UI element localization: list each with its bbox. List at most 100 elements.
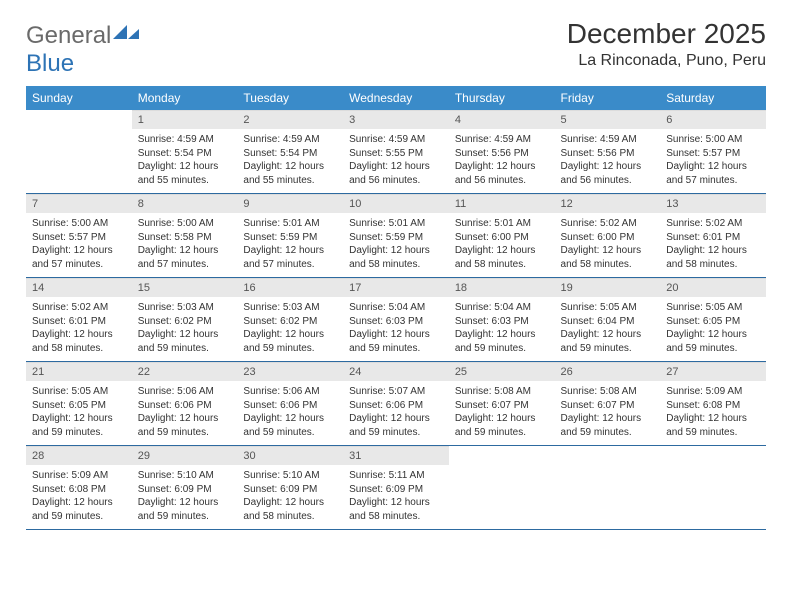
daylight-line: Daylight: 12 hours and 59 minutes. [455, 413, 536, 438]
day-content: Sunrise: 5:01 AM Sunset: 6:00 PM Daylight:… [449, 213, 555, 277]
day-number: 2 [237, 110, 343, 129]
sunset-line: Sunset: 6:08 PM [32, 484, 106, 495]
calendar-day-cell: 8Sunrise: 5:00 AMSunset: 5:58 PMDaylight… [132, 194, 238, 278]
sunset-line: Sunset: 6:09 PM [243, 484, 317, 495]
calendar-day-cell: 23Sunrise: 5:06 AMSunset: 6:06 PMDayligh… [237, 362, 343, 446]
calendar-day-cell: 17Sunrise: 5:04 AMSunset: 6:03 PMDayligh… [343, 278, 449, 362]
day-number: 14 [26, 278, 132, 297]
sunset-line: Sunset: 6:02 PM [138, 316, 212, 327]
day-content: Sunrise: 5:06 AMSunset: 6:06 PMDaylight:… [237, 381, 343, 445]
day-content: Sunrise: 5:08 AMSunset: 6:07 PMDaylight:… [555, 381, 661, 445]
calendar-day-cell: 3Sunrise: 4:59 AMSunset: 5:55 PMDaylight… [343, 110, 449, 194]
day-number: 25 [449, 362, 555, 381]
daylight-line: Daylight: 12 hours and 58 minutes. [666, 245, 747, 270]
daylight-line: Daylight: 12 hours and 56 minutes. [349, 161, 430, 186]
day-content: Sunrise: 5:00 AMSunset: 5:58 PMDaylight:… [132, 213, 238, 277]
day-content: Sunrise: 5:11 AMSunset: 6:09 PMDaylight:… [343, 465, 449, 529]
calendar-day-cell: 7Sunrise: 5:00 AMSunset: 5:57 PMDaylight… [26, 194, 132, 278]
calendar-week-row: 7Sunrise: 5:00 AMSunset: 5:57 PMDaylight… [26, 194, 766, 278]
day-content: Sunrise: 5:05 AMSunset: 6:05 PMDaylight:… [26, 381, 132, 445]
sunrise-line: Sunrise: 5:10 AM [138, 470, 214, 481]
daylight-line: Daylight: 12 hours and 57 minutes. [138, 245, 219, 270]
day-number: 13 [660, 194, 766, 213]
daylight-line: Daylight: 12 hours and 59 minutes. [666, 413, 747, 438]
day-content: Sunrise: 5:02 AMSunset: 6:01 PMDaylight:… [660, 213, 766, 277]
day-number: 27 [660, 362, 766, 381]
sunrise-line: Sunrise: 5:01 AM [455, 218, 531, 229]
weekday-header: Thursday [449, 86, 555, 110]
sunrise-line: Sunrise: 5:08 AM [455, 386, 531, 397]
day-content: Sunrise: 5:00 AMSunset: 5:57 PMDaylight:… [660, 129, 766, 193]
calendar-day-cell: 26Sunrise: 5:08 AMSunset: 6:07 PMDayligh… [555, 362, 661, 446]
day-content: Sunrise: 5:04 AMSunset: 6:03 PMDaylight:… [449, 297, 555, 361]
daylight-line: Daylight: 12 hours and 59 minutes. [243, 329, 324, 354]
daylight-line: Daylight: 12 hours and 56 minutes. [455, 161, 536, 186]
sunset-line: Sunset: 6:06 PM [243, 400, 317, 411]
day-number: 4 [449, 110, 555, 129]
logo-text-part1: General [26, 22, 111, 49]
location-text: La Rinconada, Puno, Peru [567, 52, 766, 70]
logo: General Blue [26, 18, 139, 78]
calendar-day-cell: 21Sunrise: 5:05 AMSunset: 6:05 PMDayligh… [26, 362, 132, 446]
sunset-line: Sunset: 6:01 PM [32, 316, 106, 327]
day-content: Sunrise: 5:03 AM Sunset: 6:02 PM Daylight:… [237, 297, 343, 361]
day-number: 21 [26, 362, 132, 381]
sunset-line: Sunset: 6:05 PM [32, 400, 106, 411]
day-content: Sunrise: 5:02 AMSunset: 6:00 PMDaylight:… [555, 213, 661, 277]
sunrise-line: Sunrise: 5:08 AM [561, 386, 637, 397]
logo-flag-icon [113, 25, 139, 43]
sunrise-line: Sunrise: 5:06 AM [243, 386, 319, 397]
sunset-line: Sunset: 6:09 PM [349, 484, 423, 495]
day-content: Sunrise: 5:05 AMSunset: 6:05 PMDaylight:… [660, 297, 766, 361]
sunrise-line: Sunrise: 5:02 AM [666, 218, 742, 229]
daylight-line: Daylight: 12 hours and 58 minutes. [455, 245, 536, 270]
day-number: 30 [237, 446, 343, 465]
day-content: Sunrise: 5:07 AMSunset: 6:06 PMDaylight:… [343, 381, 449, 445]
sunset-line: Sunset: 5:59 PM [243, 232, 317, 243]
sunset-line: Sunset: 6:02 PM [243, 316, 317, 327]
daylight-line: Daylight: 12 hours and 59 minutes. [349, 329, 430, 354]
logo-text: General Blue [26, 22, 139, 78]
sunset-line: Sunset: 6:05 PM [666, 316, 740, 327]
sunrise-line: Sunrise: 5:09 AM [666, 386, 742, 397]
calendar-day-cell: 5Sunrise: 4:59 AMSunset: 5:56 PMDaylight… [555, 110, 661, 194]
day-content: Sunrise: 4:59 AMSunset: 5:54 PMDaylight:… [132, 129, 238, 193]
weekday-header: Wednesday [343, 86, 449, 110]
day-number: 24 [343, 362, 449, 381]
calendar-day-cell: 10Sunrise: 5:01 AMSunset: 5:59 PMDayligh… [343, 194, 449, 278]
sunset-line: Sunset: 5:55 PM [349, 148, 423, 159]
daylight-line: Daylight: 12 hours and 57 minutes. [243, 245, 324, 270]
sunrise-line: Sunrise: 5:03 AM [243, 302, 319, 313]
day-content: Sunrise: 5:04 AMSunset: 6:03 PMDaylight:… [343, 297, 449, 361]
day-content: Sunrise: 5:01 AMSunset: 5:59 PMDaylight:… [343, 213, 449, 277]
daylight-line: Daylight: 12 hours and 58 minutes. [32, 329, 113, 354]
sunrise-line: Sunrise: 4:59 AM [138, 134, 214, 145]
sunrise-line: Sunrise: 5:01 AM [243, 218, 319, 229]
weekday-header: Sunday [26, 86, 132, 110]
sunrise-line: Sunrise: 5:00 AM [138, 218, 214, 229]
calendar-day-cell: 28Sunrise: 5:09 AMSunset: 6:08 PMDayligh… [26, 446, 132, 530]
sunset-line: Sunset: 6:08 PM [666, 400, 740, 411]
day-number: 10 [343, 194, 449, 213]
day-content: Sunrise: 5:10 AMSunset: 6:09 PMDaylight:… [132, 465, 238, 529]
day-number: 19 [555, 278, 661, 297]
day-content: Sunrise: 5:02 AMSunset: 6:01 PMDaylight:… [26, 297, 132, 361]
sunset-line: Sunset: 6:04 PM [561, 316, 635, 327]
calendar-day-cell: 29Sunrise: 5:10 AMSunset: 6:09 PMDayligh… [132, 446, 238, 530]
day-content: Sunrise: 5:08 AMSunset: 6:07 PMDaylight:… [449, 381, 555, 445]
sunrise-line: Sunrise: 5:11 AM [349, 470, 424, 481]
day-content: Sunrise: 4:59 AMSunset: 5:54 PMDaylight:… [237, 129, 343, 193]
daylight-line: Daylight: 12 hours and 55 minutes. [138, 161, 219, 186]
sunset-line: Sunset: 6:00 PM [455, 232, 529, 243]
day-number: 23 [237, 362, 343, 381]
day-number: 29 [132, 446, 238, 465]
day-number: 3 [343, 110, 449, 129]
day-content: Sunrise: 4:59 AMSunset: 5:55 PMDaylight:… [343, 129, 449, 193]
calendar-day-cell: 12Sunrise: 5:02 AMSunset: 6:00 PMDayligh… [555, 194, 661, 278]
daylight-line: Daylight: 12 hours and 59 minutes. [138, 497, 219, 522]
daylight-line: Daylight: 12 hours and 58 minutes. [243, 497, 324, 522]
calendar-week-row: 1Sunrise: 4:59 AMSunset: 5:54 PMDaylight… [26, 110, 766, 194]
calendar-day-cell [449, 446, 555, 530]
calendar-table: SundayMondayTuesdayWednesdayThursdayFrid… [26, 86, 766, 530]
day-content: Sunrise: 5:05 AMSunset: 6:04 PMDaylight:… [555, 297, 661, 361]
